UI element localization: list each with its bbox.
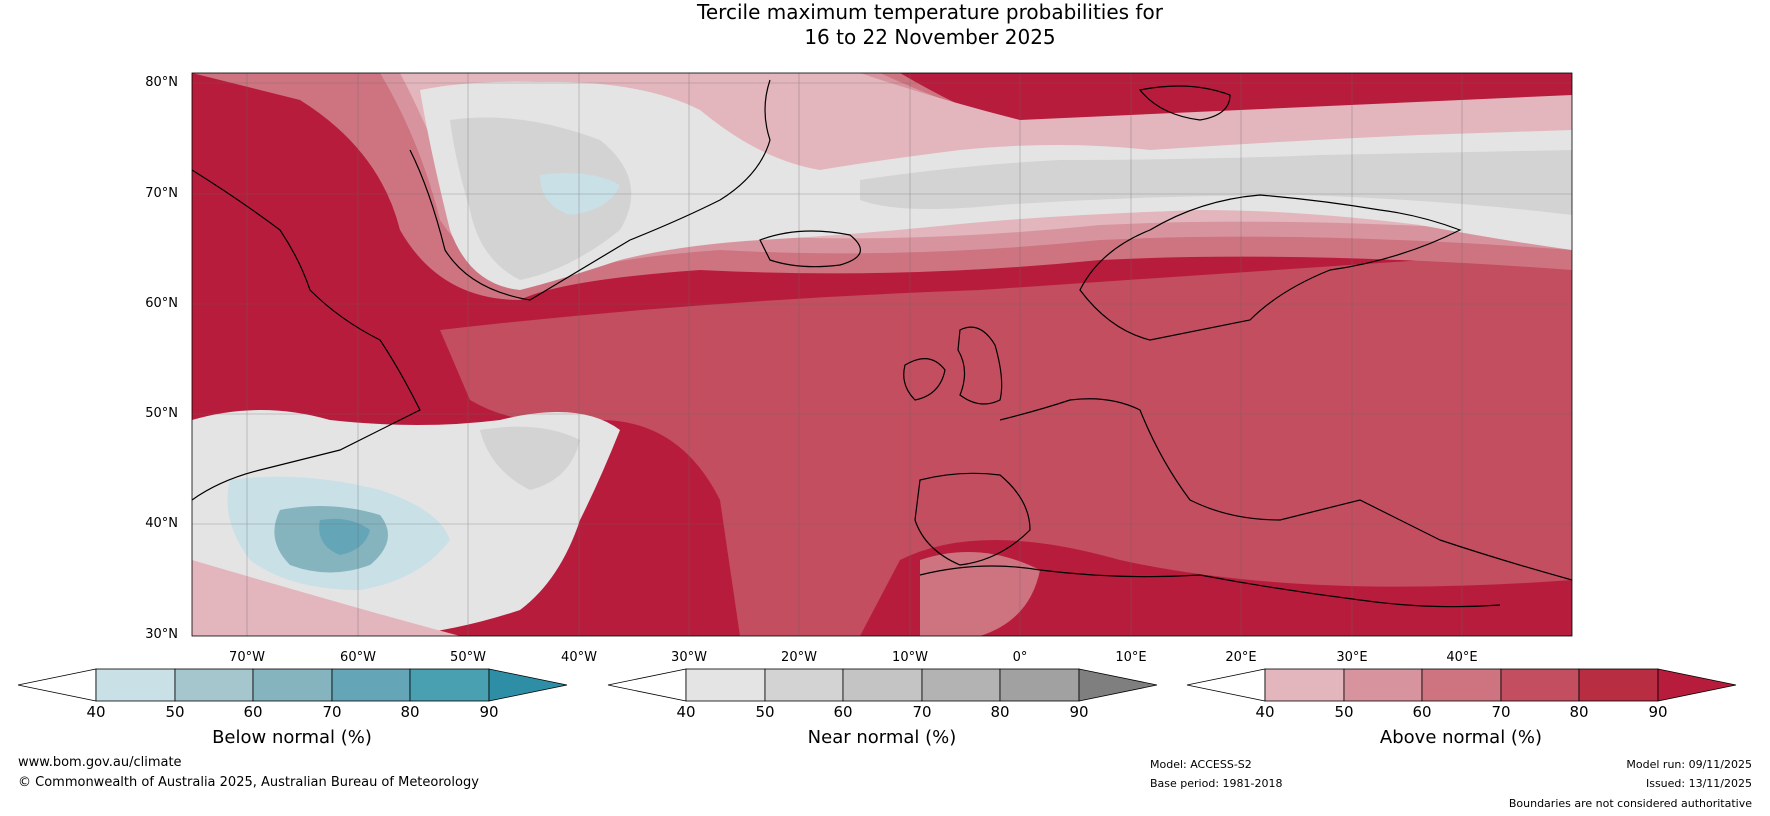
west-pale-red [192,560,460,636]
europe-above-band [440,250,1572,636]
scandinavia-coast [1079,194,1462,341]
lon-label-10w: 10°W [892,650,928,665]
greenland-coast [409,79,771,301]
lat-label-30n: 30°N [145,627,178,642]
colorbar-near-seg-5 [999,668,1080,702]
colorbar-above-seg-2 [1343,668,1423,702]
europe-coast [999,398,1573,581]
lon-label-40w: 40°W [561,650,597,665]
atlantic-near-normal-patch [480,426,580,490]
colorbar-above-seg-3 [1421,668,1502,702]
map-gridlines [192,73,1572,636]
model-text: Model: ACCESS-S2 [1150,758,1252,771]
colorbar-near-seg-4 [921,668,1001,702]
lon-label-30e: 30°E [1336,650,1368,665]
colorbar-near-tick: 50 [755,703,775,721]
map-field [192,73,1572,636]
colorbar-below-tick: 70 [322,703,342,721]
colorbar-above-label: Above normal (%) [1379,727,1543,748]
colorbar-above-tick: 80 [1569,703,1589,721]
lon-label-40e: 40°E [1446,650,1478,665]
colorbar-below-seg-2 [174,668,254,702]
colorbar-below-tick: 50 [165,703,185,721]
colorbar-below-seg-3 [252,668,333,702]
lon-label-0: 0° [1012,650,1028,665]
lat-label-50n: 50°N [145,406,178,421]
colorbar-below-low-triangle [17,668,97,702]
model-run-text: Model run: 09/11/2025 [1626,758,1752,771]
lon-label-20e: 20°E [1225,650,1257,665]
colorbar-above-tick: 60 [1412,703,1432,721]
colorbar-above-tick: 50 [1334,703,1354,721]
colorbar-below-tick: 90 [479,703,499,721]
lat-label-70n: 70°N [145,186,178,201]
canada-coast [191,169,421,501]
colorbar-near-low-triangle [607,668,687,702]
lat-label-60n: 60°N [145,296,178,311]
title-line-2: 16 to 22 November 2025 [804,25,1056,49]
chart-title: Tercile maximum temperature probabilitie… [0,0,1770,50]
greenland-coast-north [1138,85,1231,121]
colorbar-below [17,668,568,702]
near-normal-greenland [450,117,632,280]
colorbar-near-tick: 80 [990,703,1010,721]
colorbar-near-high-triangle [1078,668,1158,702]
colorbar-below-seg-1 [95,668,176,702]
colorbar-below-tick: 60 [243,703,263,721]
colorbar-near-tick: 70 [912,703,932,721]
colorbar-near-tick: 90 [1069,703,1089,721]
copyright-text: © Commonwealth of Australia 2025, Austra… [18,775,479,790]
lon-label-20w: 20°W [781,650,817,665]
colorbar-near-tick: 40 [676,703,696,721]
africa-coast [919,565,1501,608]
lat-label-80n: 80°N [145,75,178,90]
lon-label-70w: 70°W [229,650,265,665]
colorbar-near-seg-1 [685,668,766,702]
colorbar-below-seg-4 [331,668,411,702]
lon-label-60w: 60°W [340,650,376,665]
colorbar-below-seg-5 [409,668,490,702]
colorbar-below-tick: 40 [86,703,106,721]
coastlines [191,79,1573,608]
colorbar-below-label: Below normal (%) [212,727,372,748]
colorbar-above-seg-1 [1264,668,1345,702]
lon-label-10e: 10°E [1115,650,1147,665]
colorbar-above-seg-4 [1500,668,1580,702]
issued-text: Issued: 13/11/2025 [1645,777,1752,790]
colorbar-near-seg-2 [764,668,844,702]
base-period-text: Base period: 1981-2018 [1150,777,1283,790]
colorbar-near-tick: 60 [833,703,853,721]
lon-label-30w: 30°W [671,650,707,665]
lat-label-40n: 40°N [145,516,178,531]
ireland-coast [903,358,946,401]
near-normal-arctic-mid [860,150,1572,215]
colorbar-near [607,668,1158,702]
west-below-normal-core [319,518,370,555]
colorbar-above-high-triangle [1657,668,1737,702]
colorbar-below-high-triangle [488,668,568,702]
colorbar-below-tick: 80 [400,703,420,721]
website-link[interactable]: www.bom.gov.au/climate [18,755,182,770]
britain-coast [957,326,1003,405]
iberia-coast [914,472,1031,566]
colorbar-above-tick: 90 [1648,703,1668,721]
colorbar-near-seg-3 [842,668,923,702]
colorbar-above [1186,668,1737,702]
colorbar-above-tick: 70 [1491,703,1511,721]
africa-pale-patch [920,552,1040,636]
iceland-coast [759,230,861,268]
disclaimer-text: Boundaries are not considered authoritat… [1508,797,1752,810]
title-line-1: Tercile maximum temperature probabilitie… [697,0,1163,24]
colorbar-near-label: Near normal (%) [807,727,957,748]
map-border [191,72,1573,637]
colorbar-above-tick: 40 [1255,703,1275,721]
colorbar-above-seg-5 [1578,668,1659,702]
lon-label-50w: 50°W [450,650,486,665]
colorbar-above-low-triangle [1186,668,1266,702]
